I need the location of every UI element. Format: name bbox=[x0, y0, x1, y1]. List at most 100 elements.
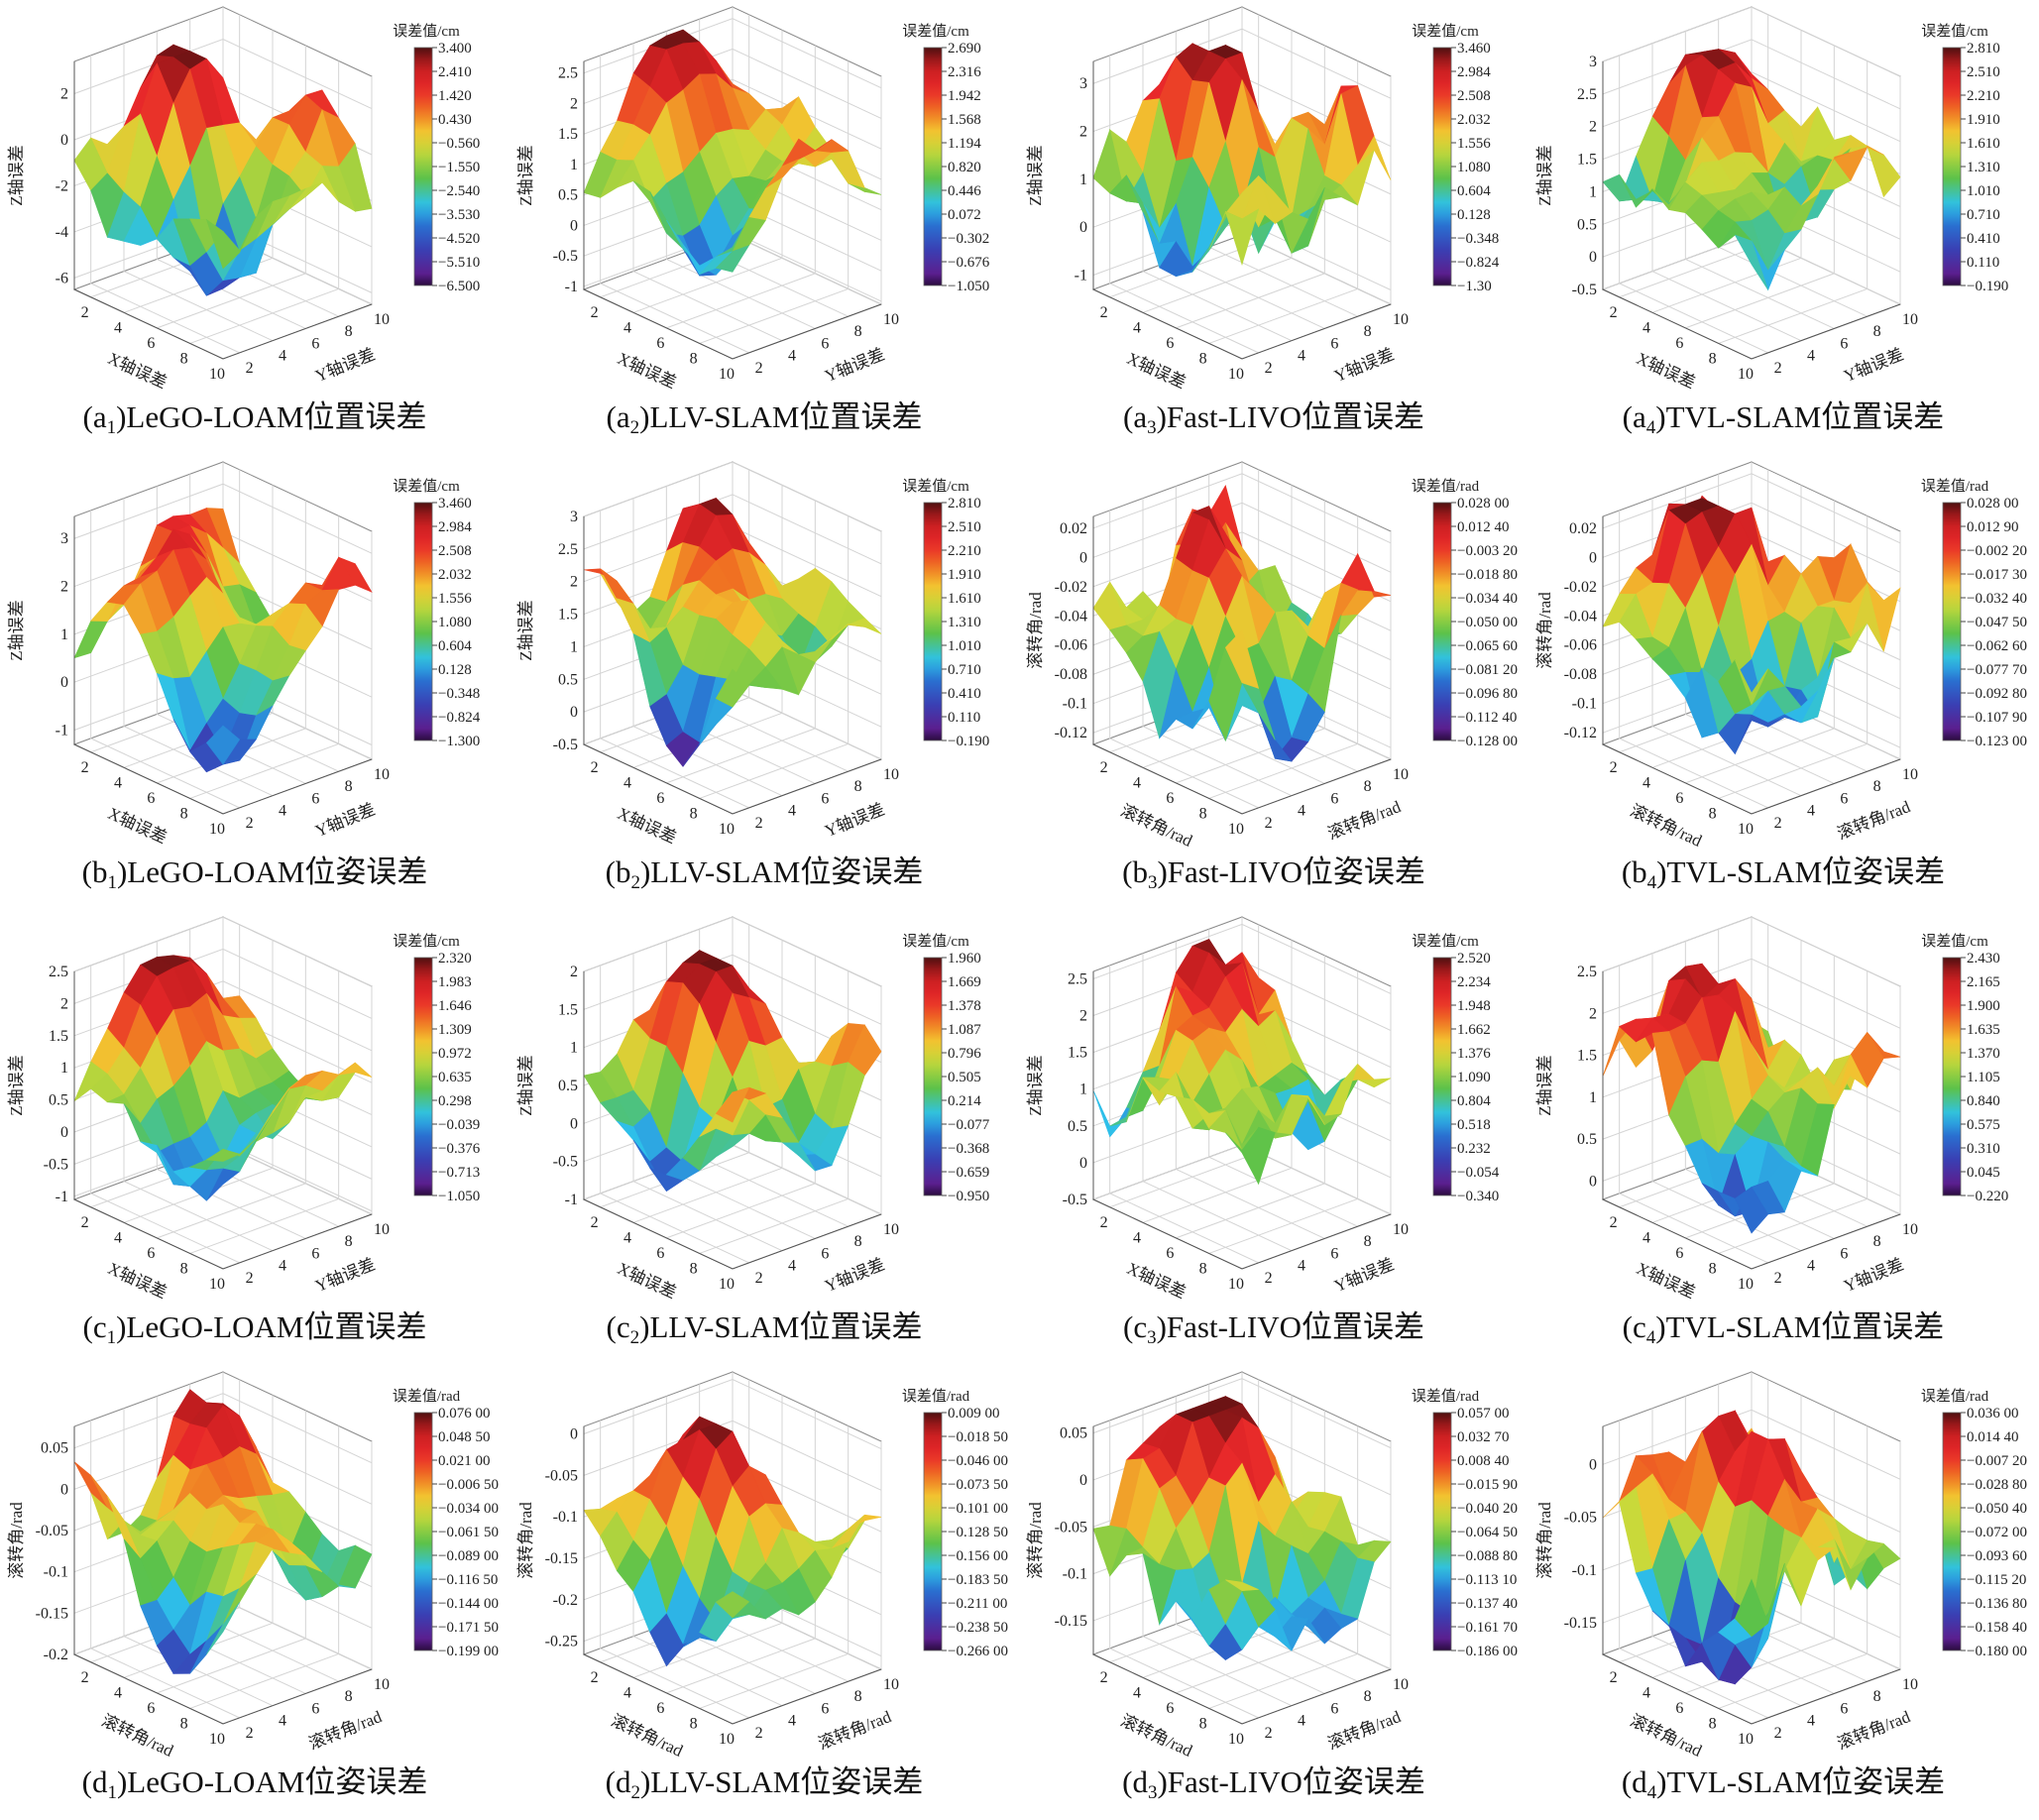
colorbar-tick-label: 0.214 bbox=[948, 1093, 981, 1109]
y-tick-label: 2 bbox=[246, 815, 254, 832]
z-tick-label: -1 bbox=[56, 723, 68, 739]
z-tick-label: 2.5 bbox=[49, 964, 68, 980]
surface bbox=[583, 29, 882, 277]
colorbar-tick-label: −0.824 bbox=[438, 710, 481, 726]
y-axis-label: Y轴误差 bbox=[1841, 345, 1906, 386]
z-tick-label: 2 bbox=[60, 579, 68, 596]
y-tick-label: 6 bbox=[311, 335, 319, 352]
axis-lines bbox=[1092, 516, 1392, 815]
z-tick-label: 2.5 bbox=[558, 65, 578, 82]
colorbar-tick-label: −0.028 80 bbox=[1967, 1477, 2027, 1493]
x-tick-label: 8 bbox=[180, 350, 188, 367]
z-tick-label: -0.25 bbox=[545, 1634, 578, 1650]
caption-subscript: 1 bbox=[107, 1782, 117, 1803]
y-tick-label: 8 bbox=[854, 778, 862, 795]
colorbar-gradient bbox=[1432, 502, 1452, 741]
axis-lines bbox=[583, 516, 882, 815]
colorbar-title: 误差值/cm bbox=[1921, 23, 1988, 40]
z-tick-label: 2.5 bbox=[1068, 970, 1087, 987]
colorbar-tick-label: 0.710 bbox=[1967, 207, 2000, 223]
axis-lines bbox=[73, 971, 373, 1270]
colorbar-tick-label: 0.635 bbox=[438, 1070, 472, 1085]
colorbar-tick-label: 1.960 bbox=[948, 951, 981, 967]
chart-panel-c2: -1 -0.5 0 0.5 1 1.5 2 2 4 6 8 10 2 4 6 8 10 X轴误差 Y轴误差 Z轴误差 误… bbox=[510, 910, 1019, 1365]
x-tick-label: 6 bbox=[147, 1700, 155, 1717]
surface-patch bbox=[715, 1086, 750, 1123]
y-tick-label: 8 bbox=[1873, 323, 1881, 340]
z-tick-label: -1 bbox=[565, 279, 578, 295]
y-gridline bbox=[90, 1420, 240, 1719]
y-tick-label: 6 bbox=[311, 790, 319, 807]
z-axis-label: Z轴误差 bbox=[1535, 145, 1554, 205]
colorbar-tick-label: 0.128 bbox=[1457, 207, 1491, 223]
colorbar-gradient bbox=[1942, 957, 1962, 1196]
subfigure-caption: (c3)Fast-LIVO位置误差 bbox=[1019, 1302, 1529, 1349]
x-tick-label: 10 bbox=[1228, 1731, 1244, 1748]
z-tick-label: 2 bbox=[60, 86, 68, 103]
colorbar-tick-label: 1.376 bbox=[1457, 1046, 1491, 1062]
z-tick-label: -0.5 bbox=[553, 1154, 578, 1171]
z-tick-label: -0.15 bbox=[36, 1605, 68, 1622]
z-tick-label: 0 bbox=[1589, 249, 1597, 266]
x-tick-label: 2 bbox=[81, 1214, 89, 1231]
z-tick-label: -1 bbox=[565, 1192, 578, 1208]
colorbar-tick-label: −0.064 50 bbox=[1457, 1525, 1518, 1540]
x-tick-label: 10 bbox=[719, 1731, 735, 1748]
surface-patch bbox=[205, 725, 241, 765]
z-tick-label: 0 bbox=[1079, 549, 1087, 566]
subfigure-caption: (a2)LLV-SLAM位置误差 bbox=[510, 392, 1019, 439]
colorbar-tick-label: −0.659 bbox=[948, 1165, 989, 1181]
x-tick-label: 6 bbox=[1675, 1700, 1683, 1717]
caption-prefix: (d bbox=[81, 1764, 108, 1799]
y-axis-label: Y轴误差 bbox=[1841, 1255, 1906, 1296]
y-tick-label: 4 bbox=[1807, 803, 1815, 820]
colorbar-tick-label: 1.910 bbox=[1967, 112, 2000, 128]
colorbar-title: 误差值/cm bbox=[902, 933, 969, 950]
colorbar-gradient bbox=[413, 1412, 433, 1651]
z-axis-label: Z轴误差 bbox=[7, 600, 26, 660]
z-axis-label: Z轴误差 bbox=[1026, 1055, 1045, 1115]
colorbar: 误差值/cm2.320 1.983 1.646 1.309 0.972 0.635 0.29… bbox=[393, 933, 480, 1204]
axis-lines bbox=[73, 516, 373, 815]
x-tick-label: 8 bbox=[180, 1260, 188, 1277]
caption-subscript: 2 bbox=[630, 1782, 640, 1803]
colorbar-tick-label: −0.002 20 bbox=[1967, 543, 2027, 559]
colorbar-tick-label: −0.190 bbox=[1967, 279, 2008, 294]
y-tick-label: 2 bbox=[755, 815, 763, 832]
y-tick-label: 4 bbox=[1298, 803, 1305, 820]
caption-title: )LLV-SLAM位姿误差 bbox=[639, 1764, 924, 1799]
colorbar-gradient bbox=[1942, 1412, 1962, 1651]
x-tick-label: 6 bbox=[656, 1700, 664, 1717]
y-tick-label: 2 bbox=[246, 1725, 254, 1742]
colorbar-tick-label: −0.092 80 bbox=[1967, 686, 2027, 702]
x-tick-label: 2 bbox=[1610, 1669, 1618, 1686]
colorbar-tick-label: −0.348 bbox=[438, 686, 480, 702]
y-tick-label: 8 bbox=[345, 778, 353, 795]
z-tick-label: 0.02 bbox=[1569, 520, 1597, 537]
subfigure-caption: (d2)LLV-SLAM位姿误差 bbox=[510, 1757, 1019, 1804]
surface-plot: -0.5 0 0.5 1 1.5 2 2.5 2 4 6 8 10 2 4 6 8 10 X轴误差 Y轴误差 Z轴误差… bbox=[1026, 916, 1500, 1302]
colorbar-tick-label: 2.508 bbox=[438, 543, 472, 559]
y-tick-label: 4 bbox=[279, 1258, 286, 1275]
y-tick-label: 10 bbox=[1902, 766, 1918, 783]
caption-title: )Fast-LIVO位置误差 bbox=[1156, 1309, 1424, 1344]
colorbar-tick-label: 0.110 bbox=[948, 710, 980, 726]
colorbar-tick-label: −0.034 00 bbox=[438, 1501, 499, 1517]
surface bbox=[583, 1416, 882, 1667]
z-tick-label: -0.1 bbox=[553, 1509, 578, 1526]
y-tick-label: 6 bbox=[821, 1245, 829, 1262]
colorbar-tick-label: −5.510 bbox=[438, 255, 480, 271]
x-tick-label: 10 bbox=[1228, 1276, 1244, 1293]
colorbar-tick-label: −0.093 60 bbox=[1967, 1548, 2027, 1564]
axis-lines bbox=[1092, 971, 1392, 1270]
z-axis-label: 滚转角/rad bbox=[1535, 1502, 1554, 1579]
colorbar-tick-label: −3.530 bbox=[438, 207, 480, 223]
z-tick-label: -0.06 bbox=[1564, 637, 1597, 654]
x-tick-label: 2 bbox=[591, 304, 599, 321]
x-tick-label: 8 bbox=[1709, 805, 1717, 822]
z-tick-label: -1 bbox=[56, 1189, 68, 1205]
y-tick-label: 2 bbox=[1265, 1270, 1273, 1287]
colorbar-tick-label: −0.047 50 bbox=[1967, 615, 2027, 630]
colorbar-tick-label: 2.810 bbox=[948, 496, 981, 512]
